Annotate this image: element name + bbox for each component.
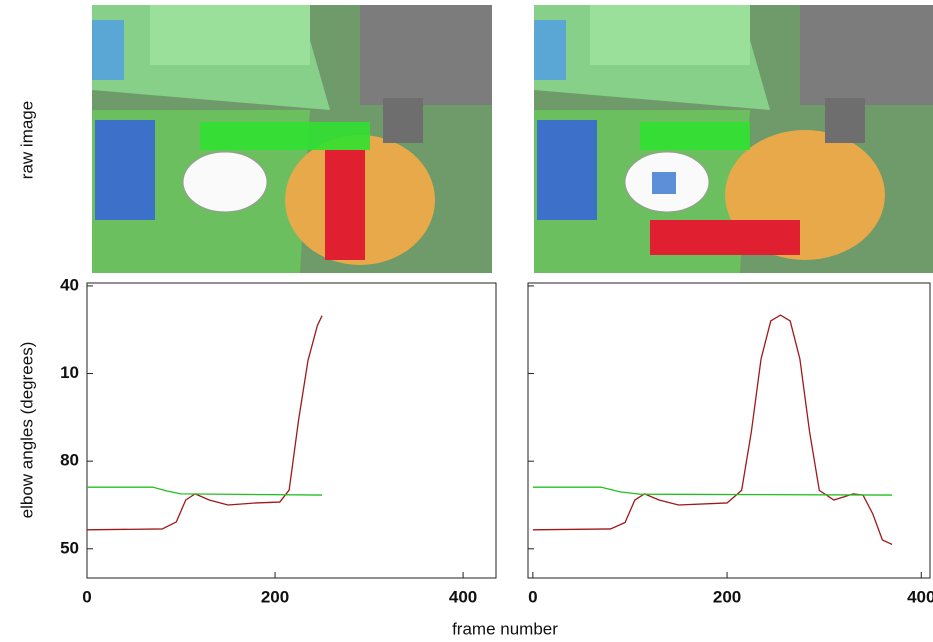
row-label: raw image	[17, 101, 36, 179]
figure: raw image elbow angles (degrees) frame n…	[0, 0, 933, 642]
y-axis-label: elbow angles (degrees)	[17, 342, 36, 519]
photo-right	[534, 5, 933, 273]
x-tick-label: 400	[449, 587, 477, 606]
x-tick-label: 200	[713, 587, 741, 606]
x-tick-label: 400	[907, 587, 933, 606]
x-axis-label: frame number	[452, 619, 558, 638]
y-tick-label: 50	[60, 538, 79, 557]
y-tick-label: 80	[60, 451, 79, 470]
plot-frame	[528, 283, 930, 578]
x-tick-label: 0	[528, 587, 537, 606]
y-tick-label: 10	[60, 363, 79, 382]
x-tick-label: 200	[261, 587, 289, 606]
plot-frame	[87, 283, 496, 578]
photo-left	[92, 5, 492, 273]
y-tick-label: 40	[60, 275, 79, 294]
x-tick-label: 0	[82, 587, 91, 606]
page: raw image elbow angles (degrees) frame n…	[0, 0, 933, 642]
